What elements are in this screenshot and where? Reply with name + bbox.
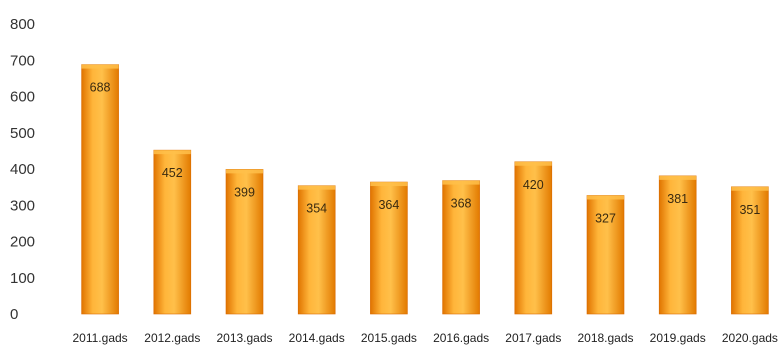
y-tick-label: 0 [10,306,18,323]
y-tick-label: 600 [10,89,35,106]
bar-data-label: 368 [451,197,472,211]
bar [442,180,480,315]
x-tick-label: 2013.gads [216,331,272,345]
x-tick-label: 2016.gads [433,331,489,345]
bar-group: 399 [225,169,264,315]
bar-top-highlight [442,180,480,185]
bar [514,161,553,315]
x-tick-label: 2014.gads [289,331,345,345]
bar [731,186,769,315]
x-tick-label: 2017.gads [505,331,561,345]
bar-group: 368 [442,180,480,315]
bar-group: 351 [731,186,769,315]
bar-top-highlight [731,186,769,191]
bar-top-highlight [514,161,552,166]
x-tick-label: 2019.gads [650,331,706,345]
x-tick-label: 2018.gads [577,331,633,345]
bar [81,64,119,315]
y-tick-label: 100 [10,270,35,287]
bar-top-highlight [298,185,336,190]
bar-top-highlight [370,182,408,187]
bar-group: 688 [81,64,119,315]
bar-top-highlight [659,175,697,180]
x-axis: 2011.gads 2012.gads 2013.gads 2014.gads 2015… [73,331,778,345]
bar-group: 327 [586,195,625,315]
bar-group: 364 [370,181,408,315]
bar-group: 354 [297,185,336,315]
y-tick-label: 300 [10,197,35,214]
bar [225,169,264,315]
bar-top-highlight [81,64,119,69]
bar-data-label: 399 [234,185,255,199]
y-tick-label: 500 [10,125,35,142]
bar [658,175,697,315]
bar-data-label: 364 [378,198,399,212]
bar-top-highlight [153,150,191,155]
bar [586,195,625,315]
bar-top-highlight [587,195,624,200]
x-tick-label: 2015.gads [361,331,417,345]
bar [370,181,408,315]
bar-group: 452 [153,149,192,315]
x-tick-label: 2020.gads [722,331,778,345]
bar-group: 420 [514,161,553,315]
x-tick-label: 2012.gads [144,331,200,345]
bar-data-label: 381 [667,192,688,206]
bar-group: 381 [658,175,697,315]
y-tick-label: 200 [10,234,35,251]
bars: 688 452 399 354 364 368 420 327 381 351 [81,64,769,315]
bar-data-label: 420 [523,178,544,192]
bar-data-label: 327 [595,211,616,225]
y-axis: 0 100 200 300 400 500 600 700 800 [10,16,35,323]
x-tick-label: 2011.gads [73,331,128,345]
bar-data-label: 351 [739,203,760,217]
bar-data-label: 688 [90,81,111,95]
y-tick-label: 800 [10,16,35,33]
y-tick-label: 400 [10,161,35,178]
bar [153,149,192,315]
bar-top-highlight [226,169,263,174]
y-tick-label: 700 [10,52,35,69]
bar-data-label: 452 [162,166,183,180]
bar-data-label: 354 [306,202,327,216]
